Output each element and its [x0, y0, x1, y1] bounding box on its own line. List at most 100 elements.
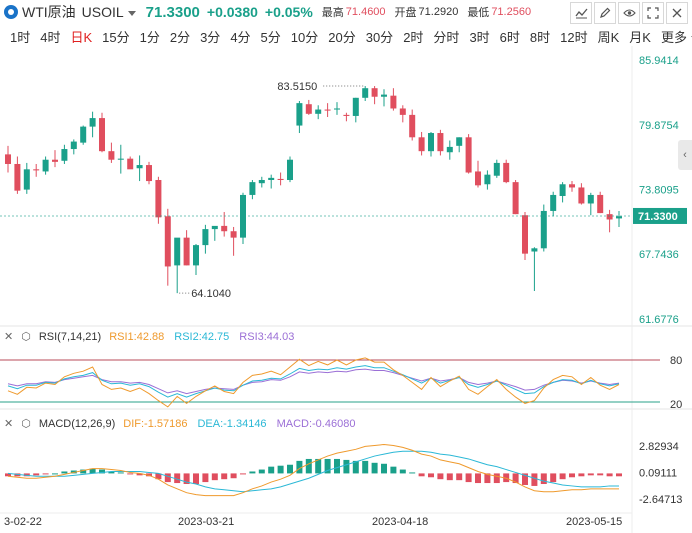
- macd-bar: [61, 471, 68, 474]
- chevron-down-icon: [127, 10, 136, 16]
- period-tab-14[interactable]: 3时: [469, 29, 490, 45]
- macd-bar: [164, 473, 171, 483]
- last-price: 71.3300: [145, 3, 200, 21]
- macd-bar: [484, 473, 491, 484]
- period-tabs: 1时 4时 日K 15分 1分 2分 3分 4分 5分 10分 20分 30分 2时 分时 3时 6时 8时 12…: [0, 26, 692, 46]
- macd-tick: 0.09111: [639, 468, 677, 480]
- candle-body: [409, 114, 416, 138]
- period-tab-3[interactable]: 15分: [102, 29, 130, 45]
- price-tick: 79.8754: [639, 120, 679, 132]
- date-tick: 2023-04-18: [372, 516, 428, 528]
- candle-body: [211, 225, 218, 230]
- rsi1-line: [7, 357, 620, 408]
- ticker-selector[interactable]: USOIL: [82, 4, 136, 20]
- period-tab-15[interactable]: 6时: [499, 29, 520, 45]
- macd-bar: [127, 473, 134, 475]
- candle-body: [80, 126, 87, 143]
- rsi-name: RSI(7,14,21): [38, 330, 102, 343]
- macd-bar: [456, 473, 463, 481]
- pencil-icon[interactable]: [594, 2, 616, 24]
- expand-icon[interactable]: [642, 2, 664, 24]
- period-tab-10[interactable]: 20分: [328, 29, 356, 45]
- collapse-indicator-icon[interactable]: ✕: [4, 331, 14, 343]
- date-tick: 2023-05-15: [566, 516, 622, 528]
- settings-hex-icon[interactable]: ⬡: [21, 418, 31, 430]
- macd-bar: [99, 469, 105, 474]
- macd-bar: [437, 473, 444, 480]
- macd-bar: [277, 465, 284, 474]
- macd-bar: [371, 462, 378, 474]
- symbol-name: WTI原油: [22, 4, 76, 20]
- rsi-panel: 80 20: [0, 355, 682, 411]
- macd-bar: [334, 458, 340, 474]
- candle-body: [164, 216, 171, 267]
- open-value: 71.2920: [418, 6, 459, 18]
- candle-body: [33, 169, 40, 171]
- period-tab-19[interactable]: 月K: [629, 29, 651, 45]
- macd-tick: -2.64713: [639, 494, 682, 506]
- macd-bar: [202, 473, 209, 483]
- period-tab-18[interactable]: 周K: [597, 29, 620, 45]
- period-tab-7[interactable]: 4分: [230, 29, 251, 45]
- period-tab-0[interactable]: 1时: [10, 29, 31, 45]
- line-tool-icon[interactable]: [570, 2, 592, 24]
- period-tab-12[interactable]: 2时: [403, 29, 424, 45]
- current-price-tag: [633, 207, 687, 224]
- candle-body: [540, 210, 547, 249]
- period-tab-4[interactable]: 1分: [139, 29, 160, 45]
- macd-bar: [578, 473, 585, 477]
- period-tab-13[interactable]: 分时: [433, 29, 460, 45]
- candles-layer: [5, 86, 622, 294]
- candle-body: [258, 179, 265, 184]
- candle-body: [108, 151, 115, 160]
- period-tab-1[interactable]: 4时: [40, 29, 61, 45]
- macd-bar: [33, 473, 40, 476]
- candle-body: [587, 194, 594, 204]
- dea-value: DEA:-1.34146: [197, 417, 267, 430]
- kline-chart[interactable]: 85.9414 79.8754 73.8095 67.7436 61.6776 71.33…: [0, 46, 692, 533]
- max-price-label: 83.5150: [277, 81, 317, 93]
- price-change: +0.0380: [206, 4, 258, 20]
- macd-bar: [296, 460, 303, 474]
- period-tab-9[interactable]: 10分: [290, 29, 319, 45]
- period-tab-11[interactable]: 30分: [365, 29, 394, 45]
- period-tab-2[interactable]: 日K: [70, 29, 93, 45]
- macd-bar: [42, 473, 49, 475]
- period-tab-8[interactable]: 5分: [260, 29, 281, 45]
- candle-body: [287, 159, 293, 180]
- price-tick: 85.9414: [639, 55, 679, 67]
- candle-body: [569, 184, 575, 188]
- macd-bar: [315, 458, 322, 474]
- candle-body: [240, 194, 246, 238]
- candle-body: [381, 94, 387, 97]
- candle-body: [399, 108, 406, 115]
- period-tab-6[interactable]: 3分: [200, 29, 221, 45]
- collapse-indicator-icon[interactable]: ✕: [4, 418, 14, 430]
- period-tab-17[interactable]: 12时: [560, 29, 588, 45]
- macd-bar: [399, 469, 406, 474]
- candle-body: [14, 163, 21, 191]
- candle-body: [465, 137, 472, 173]
- macd-bar: [80, 469, 87, 474]
- macd-bar: [606, 473, 613, 477]
- period-tab-16[interactable]: 8时: [529, 29, 551, 45]
- candle-body: [146, 165, 152, 182]
- candle-body: [559, 184, 566, 197]
- period-tab-5[interactable]: 2分: [169, 29, 191, 45]
- macd-bar: [305, 458, 312, 474]
- price-tick: 61.6776: [639, 314, 679, 326]
- close-icon[interactable]: [666, 2, 688, 24]
- candle-body: [5, 154, 11, 164]
- candle-body: [390, 95, 397, 109]
- collapse-panel-button[interactable]: ‹: [678, 140, 692, 170]
- macd-bar: [249, 471, 256, 474]
- macd-bar: [409, 472, 416, 474]
- period-tab-20[interactable]: 更多: [661, 27, 692, 46]
- price-axis: 85.9414 79.8754 73.8095 67.7436 61.6776 71.33…: [0, 55, 687, 326]
- settings-hex-icon[interactable]: ⬡: [21, 331, 31, 343]
- dif-line: [7, 443, 619, 497]
- candle-body: [155, 179, 162, 218]
- eye-icon[interactable]: [618, 2, 640, 24]
- macd-bar: [475, 473, 481, 484]
- current-price-value: 71.3300: [638, 211, 678, 223]
